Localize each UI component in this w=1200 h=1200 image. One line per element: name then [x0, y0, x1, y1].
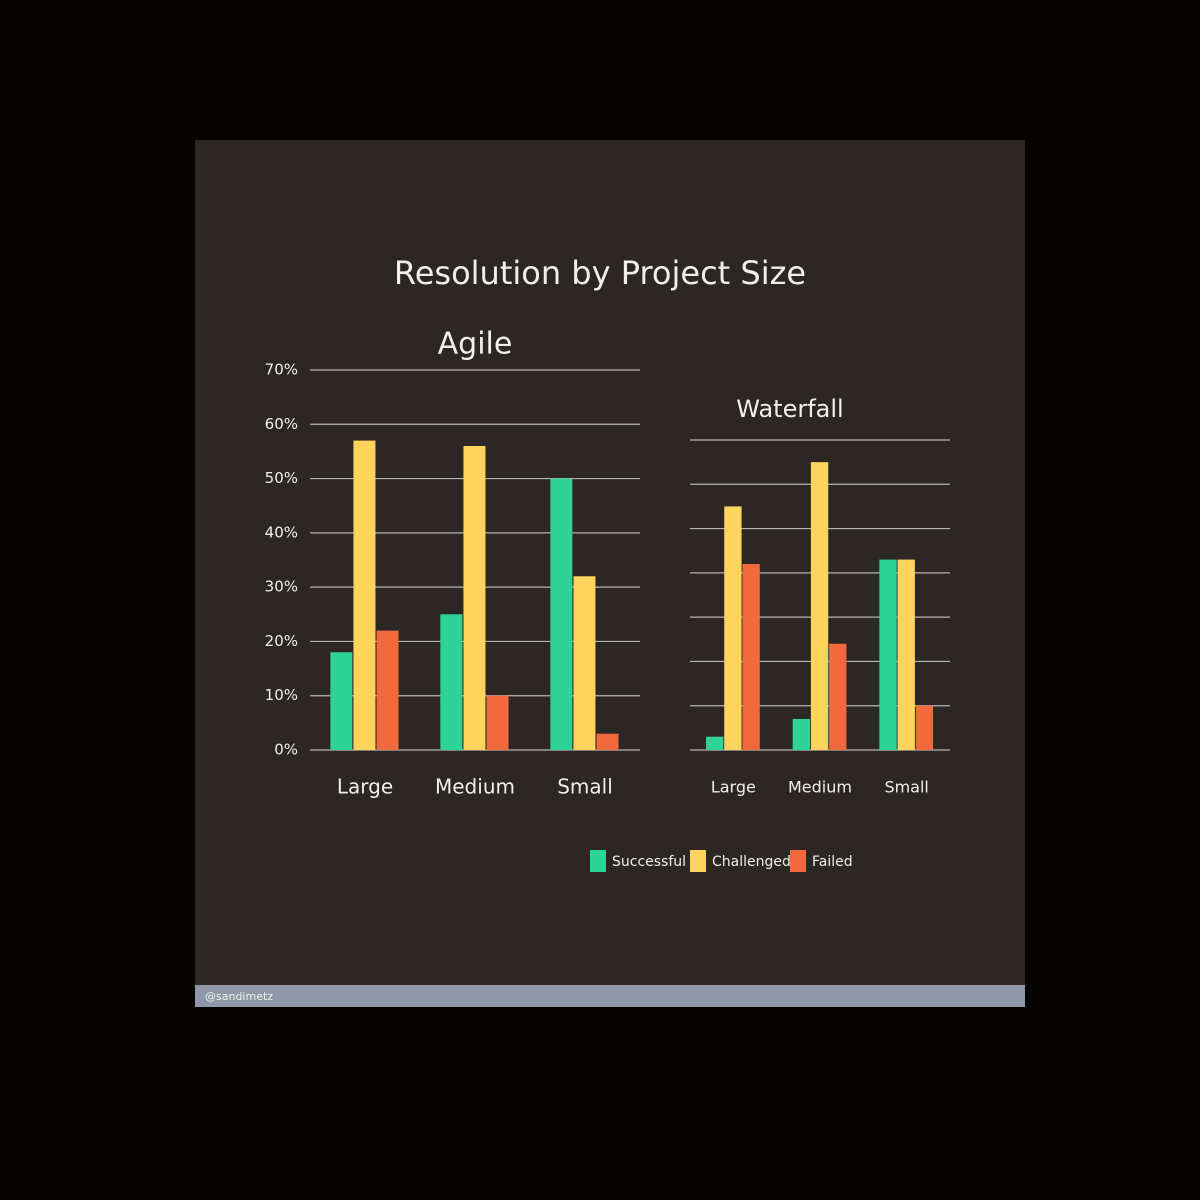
- bar: [706, 736, 724, 750]
- legend-swatch: [690, 850, 706, 872]
- bar: [792, 719, 811, 750]
- y-tick-label: 40%: [265, 523, 298, 541]
- chart-title: Agile: [438, 327, 513, 362]
- bar: [915, 705, 934, 750]
- y-tick-label: 50%: [265, 469, 298, 487]
- bar: [353, 440, 376, 750]
- y-tick-label: 0%: [274, 741, 298, 759]
- bar: [486, 695, 509, 750]
- bar: [742, 564, 760, 750]
- bar: [879, 559, 897, 750]
- footer-handle: @sandimetz: [205, 990, 273, 1003]
- bar: [829, 643, 847, 750]
- bar: [463, 446, 486, 750]
- bar: [897, 559, 915, 750]
- x-tick-label: Large: [711, 778, 756, 797]
- bar: [724, 506, 742, 750]
- legend: Successful Challenged Failed: [590, 850, 853, 872]
- x-tick-label: Small: [557, 775, 613, 799]
- legend-swatch: [590, 850, 606, 872]
- bar: [810, 462, 829, 750]
- slide-footer-bar: [195, 985, 1025, 1007]
- x-tick-label: Large: [337, 775, 393, 799]
- bar: [330, 652, 353, 750]
- bar: [440, 614, 463, 750]
- bar: [376, 630, 399, 750]
- y-tick-label: 20%: [265, 632, 298, 650]
- chart-title: Waterfall: [736, 395, 843, 423]
- legend-label: Challenged: [712, 854, 791, 870]
- slide-title: Resolution by Project Size: [394, 254, 806, 292]
- legend-label: Failed: [812, 854, 853, 870]
- legend-label: Successful: [612, 854, 686, 870]
- x-tick-label: Medium: [435, 775, 515, 799]
- x-tick-label: Medium: [788, 778, 852, 797]
- legend-swatch: [790, 850, 806, 872]
- y-tick-label: 60%: [265, 415, 298, 433]
- x-tick-label: Small: [884, 778, 928, 797]
- y-tick-label: 70%: [265, 361, 298, 379]
- bar: [573, 576, 596, 750]
- bar: [596, 733, 619, 750]
- bar: [550, 478, 573, 750]
- y-tick-label: 30%: [265, 578, 298, 596]
- y-tick-label: 10%: [265, 686, 298, 704]
